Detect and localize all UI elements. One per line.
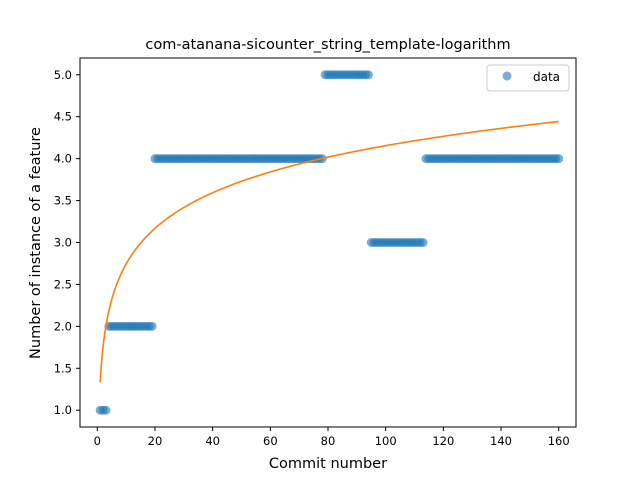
y-tick-label: 1.5 (54, 361, 72, 375)
y-tick-label: 2.0 (54, 319, 72, 333)
data-point (363, 70, 373, 80)
x-tick-label: 20 (148, 434, 163, 448)
chart-title: com-atanana-sicounter_string_template-lo… (145, 37, 510, 53)
y-axis-label: Number of instance of a feature (28, 127, 44, 359)
x-tick-label: 60 (263, 434, 278, 448)
x-axis-label: Commit number (269, 456, 387, 472)
fit-line (99, 120, 559, 383)
x-tick-label: 120 (432, 434, 454, 448)
x-tick-label: 40 (205, 434, 220, 448)
axes: 0 20 40 60 80 100 120 140 160 1.0 1.5 2.0 2.5 3.0 3.5 4… (54, 57, 577, 448)
x-tick-label: 0 (94, 434, 101, 448)
legend-box (486, 64, 570, 92)
y-tick-label: 4.0 (54, 152, 72, 166)
legend-marker (502, 71, 512, 81)
data-point (418, 238, 428, 247)
x-tick-label: 160 (548, 434, 570, 448)
y-tick-label: 4.5 (54, 110, 72, 124)
y-tick-label: 3.0 (54, 236, 72, 250)
legend-label: data (533, 70, 560, 84)
data-point (147, 321, 157, 331)
y-tick-label: 5.0 (54, 68, 72, 82)
y-tick-label: 3.5 (54, 194, 72, 208)
y-tick-label: 2.5 (54, 277, 72, 291)
y-tick-label: 1.0 (54, 403, 72, 417)
x-tick-label: 140 (490, 434, 512, 448)
data-point (101, 405, 111, 415)
x-tick-label: 80 (321, 434, 336, 448)
legend: data (486, 64, 570, 92)
x-tick-label: 100 (375, 434, 397, 448)
plot-area (95, 70, 564, 415)
data-point (554, 154, 564, 164)
